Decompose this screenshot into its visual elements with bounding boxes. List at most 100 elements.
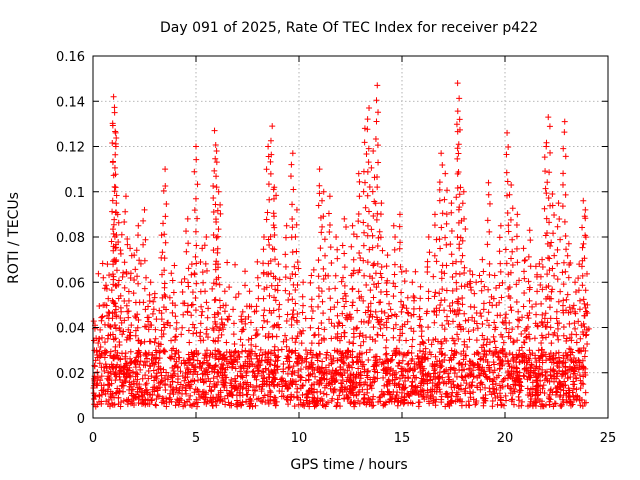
data-point-bg-1485 bbox=[576, 359, 583, 366]
data-point-bg-2536 bbox=[145, 303, 152, 310]
data-point-spike-0-46-10 bbox=[319, 223, 326, 230]
data-point-spike-0-54-1 bbox=[369, 336, 376, 343]
data-point-spike-0-28-11 bbox=[214, 207, 221, 214]
data-point-bg-1892 bbox=[418, 375, 425, 382]
data-point-spike-0-39-3 bbox=[276, 313, 283, 320]
data-point-spike-0-67-3 bbox=[447, 307, 454, 314]
data-point-bg-1241 bbox=[262, 365, 269, 372]
data-point-bg-258 bbox=[153, 370, 160, 377]
data-point-bg-2288 bbox=[566, 345, 573, 352]
data-point-bg-999 bbox=[408, 343, 415, 350]
data-point-0-83 bbox=[539, 256, 546, 263]
data-point-spike-0-69-2 bbox=[454, 323, 461, 330]
data-point-spike-0-14-5 bbox=[141, 285, 148, 292]
data-point-bg-2117 bbox=[494, 401, 501, 408]
data-point-spike-0-90-1 bbox=[573, 331, 580, 338]
data-point-bg-2065 bbox=[188, 402, 195, 409]
data-point-bg-1353 bbox=[572, 325, 579, 332]
chart-title: Day 091 of 2025, Rate Of TEC Index for r… bbox=[160, 20, 538, 36]
data-point-bg-2189 bbox=[347, 372, 354, 379]
data-point-bg-1643 bbox=[474, 384, 481, 391]
data-point-bg-2590 bbox=[226, 348, 233, 355]
data-point-bg-474 bbox=[257, 346, 264, 353]
data-point-bg-1985 bbox=[108, 370, 115, 377]
data-point-spike-0-24-2 bbox=[191, 324, 198, 331]
data-point-spike-0-53-17 bbox=[364, 126, 371, 133]
data-point-bg-1281 bbox=[176, 395, 183, 402]
data-point-spike-0-23-4 bbox=[188, 302, 195, 309]
data-point-bg-1212 bbox=[547, 396, 554, 403]
data-point-bg-364 bbox=[150, 298, 157, 305]
data-point-bg-2255 bbox=[420, 392, 427, 399]
data-point-0-17 bbox=[160, 220, 167, 227]
data-point-bg-159 bbox=[291, 403, 298, 410]
data-point-spike-0-30-2 bbox=[220, 326, 227, 333]
data-point-spike-0-47-6 bbox=[325, 272, 332, 279]
data-point-bg-1006 bbox=[308, 359, 315, 366]
data-point-bg-1667 bbox=[343, 378, 350, 385]
data-point-spike-0-83-1 bbox=[538, 339, 545, 346]
data-point-bg-2079 bbox=[572, 365, 579, 372]
data-point-bg-1929 bbox=[265, 400, 272, 407]
data-point-bg-1564 bbox=[527, 393, 534, 400]
data-point-spike-0-29-6 bbox=[215, 274, 222, 281]
data-point-bg-1269 bbox=[573, 339, 580, 346]
data-point-bg-2235 bbox=[397, 375, 404, 382]
data-point-bg-2350 bbox=[416, 347, 423, 354]
data-point-bg-1398 bbox=[398, 368, 405, 375]
data-point-bg-2028 bbox=[369, 379, 376, 386]
data-point-spike-0-72-1 bbox=[473, 337, 480, 344]
data-point-bg-997 bbox=[248, 335, 255, 342]
data-point-bg-2111 bbox=[133, 380, 140, 387]
data-point-spike-0-3-6 bbox=[106, 272, 113, 279]
data-point-spike-0-28-7 bbox=[212, 261, 219, 268]
data-point-bg-2318 bbox=[248, 398, 255, 405]
data-point-bg-1195 bbox=[226, 284, 233, 291]
data-point-bg-807 bbox=[363, 349, 370, 356]
data-point-spike-0-75-4 bbox=[493, 302, 500, 309]
data-point-bg-2031 bbox=[189, 301, 196, 308]
data-point-bg-1482 bbox=[344, 316, 351, 323]
data-point-spike-0-65-12 bbox=[436, 197, 443, 204]
data-point-bg-1465 bbox=[334, 396, 341, 403]
data-point-spike-0-93-2 bbox=[581, 323, 588, 330]
data-point-spike-0-27-2 bbox=[212, 321, 219, 328]
data-point-bg-1625 bbox=[380, 374, 387, 381]
data-point-bg-824 bbox=[527, 374, 534, 381]
data-point-bg-2383 bbox=[258, 357, 265, 364]
data-point-bg-1913 bbox=[126, 383, 133, 390]
data-point-spike-0-53-16 bbox=[365, 145, 372, 152]
data-point-spike-0-57-5 bbox=[383, 291, 390, 298]
data-point-bg-1829 bbox=[235, 350, 242, 357]
data-point-bg-1651 bbox=[183, 364, 190, 371]
data-point-spike-0-28-15 bbox=[213, 159, 220, 166]
data-point-spike-0-59-9 bbox=[397, 239, 404, 246]
data-point-bg-2261 bbox=[492, 344, 499, 351]
data-point-bg-2089 bbox=[276, 381, 283, 388]
data-point-spike-0-53-5 bbox=[367, 287, 374, 294]
data-point-bg-2047 bbox=[319, 358, 326, 365]
data-point-spike-0-79-9 bbox=[513, 233, 520, 240]
data-point-bg-2411 bbox=[410, 305, 417, 312]
data-point-spike-0-44-1 bbox=[308, 340, 315, 347]
data-point-spike-0-6-14 bbox=[112, 171, 119, 178]
data-point-spike-0-46-5 bbox=[318, 288, 325, 295]
data-point-bg-1458 bbox=[364, 389, 371, 396]
data-point-spike-0-37-17 bbox=[267, 137, 274, 144]
data-point-bg-1980 bbox=[242, 358, 249, 365]
data-point-spike-0-5-10 bbox=[111, 216, 118, 223]
data-point-bg-2498 bbox=[341, 369, 348, 376]
data-point-spike-0-76-8 bbox=[496, 248, 503, 255]
data-point-spike-0-88-4 bbox=[563, 296, 570, 303]
data-point-spike-0-88-14 bbox=[560, 170, 567, 177]
data-point-bg-1100 bbox=[105, 309, 112, 316]
data-point-bg-2201 bbox=[520, 350, 527, 357]
data-point-spike-0-10-5 bbox=[121, 284, 128, 291]
data-point-spike-0-63-3 bbox=[424, 308, 431, 315]
data-point-spike-0-50-8 bbox=[348, 243, 355, 250]
data-point-spike-0-58-4 bbox=[390, 293, 397, 300]
data-point-bg-2083 bbox=[453, 393, 460, 400]
data-point-bg-1944 bbox=[215, 392, 222, 399]
data-point-bg-1162 bbox=[157, 369, 164, 376]
data-point-bg-1992 bbox=[359, 363, 366, 370]
